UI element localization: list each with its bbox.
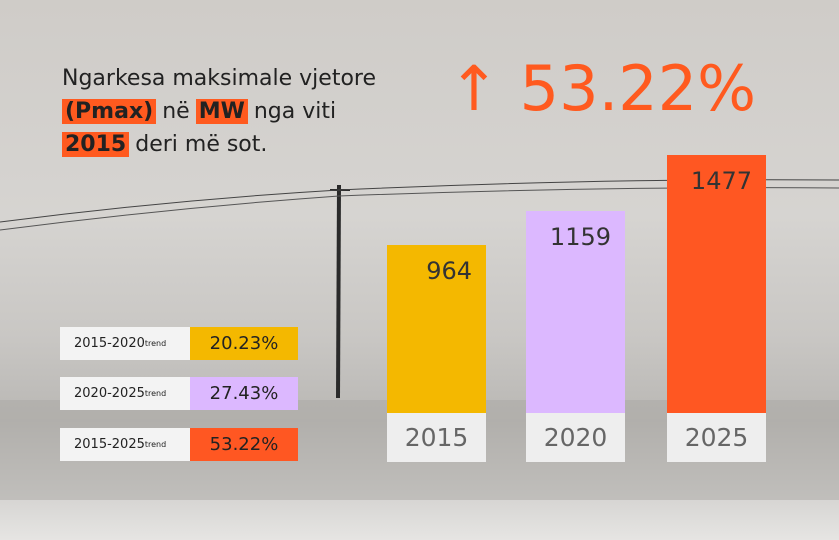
- trend-value: 27.43%: [190, 377, 298, 410]
- bar-value-label: 1477: [690, 167, 752, 195]
- title: Ngarkesa maksimale vjetore (Pmax) në MW nga …: [62, 62, 382, 161]
- category-label: 2020: [526, 413, 625, 462]
- up-arrow: ↑: [448, 52, 500, 125]
- trend-label: 2015-2025 trend: [60, 428, 190, 461]
- title-highlight: 2015: [62, 132, 130, 157]
- trend-period: 2015-2020: [74, 336, 145, 351]
- title-text: deri më sot.: [135, 132, 268, 157]
- trend-value: 20.23%: [190, 327, 298, 360]
- title-line: 2015 deri më sot.: [62, 128, 382, 161]
- category-label: 2015: [387, 413, 486, 462]
- trend-sup: trend: [144, 440, 167, 449]
- trend-period: 2015-2025: [74, 437, 145, 452]
- trend-period: 2020-2025: [74, 386, 145, 401]
- category-label: 2025: [667, 413, 766, 462]
- title-highlight: (Pmax): [62, 99, 157, 124]
- headline: ↑ 53.22%: [448, 52, 756, 125]
- title-line: Ngarkesa maksimale vjetore: [62, 62, 382, 95]
- bar: [387, 244, 486, 413]
- title-text: Ngarkesa maksimale vjetore: [62, 66, 377, 91]
- trend-row: 2020-2025 trend 27.43%: [60, 377, 298, 410]
- trend-row: 2015-2025 trend 53.22%: [60, 428, 298, 461]
- trend-sup: trend: [144, 389, 167, 398]
- trend-label: 2015-2020 trend: [60, 327, 190, 360]
- title-line: (Pmax) në MW nga viti: [62, 95, 382, 128]
- headline-value: 53.22%: [519, 52, 757, 125]
- trend-label: 2020-2025 trend: [60, 377, 190, 410]
- title-text: nga viti: [253, 99, 337, 124]
- bar-value-label: 964: [426, 256, 472, 285]
- bar-value-label: 1159: [549, 222, 611, 251]
- title-text: në: [162, 99, 190, 124]
- title-highlight: MW: [195, 99, 248, 124]
- bar: [667, 155, 766, 413]
- pole: [336, 184, 341, 399]
- trend-value: 53.22%: [190, 428, 298, 461]
- bar: [526, 210, 625, 413]
- trend-sup: trend: [144, 339, 167, 348]
- trend-row: 2015-2020 trend 20.23%: [60, 327, 298, 360]
